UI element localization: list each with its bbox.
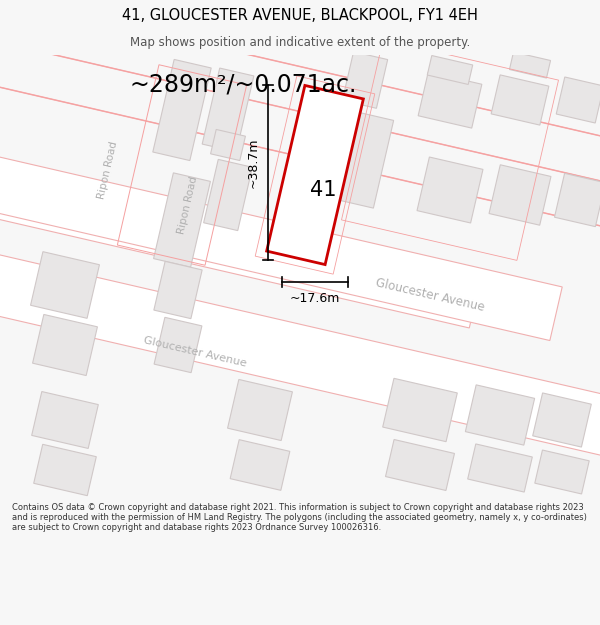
Text: Gloucester Avenue: Gloucester Avenue (374, 276, 486, 314)
Polygon shape (154, 318, 202, 372)
Polygon shape (0, 0, 600, 161)
Polygon shape (343, 52, 388, 108)
Text: Ripon Road: Ripon Road (97, 140, 119, 200)
Text: 41, GLOUCESTER AVENUE, BLACKPOOL, FY1 4EH: 41, GLOUCESTER AVENUE, BLACKPOOL, FY1 4E… (122, 8, 478, 23)
Polygon shape (32, 314, 97, 376)
Text: Contains OS data © Crown copyright and database right 2021. This information is : Contains OS data © Crown copyright and d… (12, 503, 587, 532)
Polygon shape (203, 159, 253, 231)
Polygon shape (34, 444, 96, 496)
Polygon shape (230, 439, 290, 491)
Polygon shape (467, 444, 532, 492)
Polygon shape (491, 75, 549, 125)
Polygon shape (427, 56, 473, 84)
Polygon shape (489, 165, 551, 225)
Polygon shape (0, 24, 600, 206)
Polygon shape (31, 252, 100, 318)
Text: ~289m²/~0.071ac.: ~289m²/~0.071ac. (130, 73, 358, 97)
Text: Map shows position and indicative extent of the property.: Map shows position and indicative extent… (130, 36, 470, 49)
Polygon shape (466, 385, 535, 445)
Polygon shape (153, 59, 211, 161)
Polygon shape (32, 391, 98, 449)
Polygon shape (266, 86, 364, 264)
Polygon shape (556, 77, 600, 123)
Polygon shape (535, 450, 589, 494)
Text: Gloucester Avenue: Gloucester Avenue (143, 335, 247, 369)
Polygon shape (227, 379, 292, 441)
Polygon shape (386, 439, 454, 491)
Polygon shape (0, 69, 600, 251)
Polygon shape (418, 72, 482, 128)
Text: ~17.6m: ~17.6m (290, 292, 340, 305)
Polygon shape (533, 393, 592, 447)
Text: ~38.7m: ~38.7m (247, 138, 260, 188)
Polygon shape (0, 236, 600, 474)
Text: 41: 41 (310, 180, 336, 200)
Text: Ripon Road: Ripon Road (176, 175, 200, 235)
Polygon shape (211, 129, 245, 161)
Polygon shape (417, 157, 483, 223)
Polygon shape (154, 261, 202, 319)
Polygon shape (0, 129, 562, 341)
Polygon shape (337, 112, 394, 208)
Polygon shape (383, 378, 457, 442)
Polygon shape (0, 112, 483, 328)
Polygon shape (509, 52, 551, 78)
Polygon shape (554, 173, 600, 227)
Polygon shape (154, 173, 211, 267)
Polygon shape (202, 68, 254, 152)
